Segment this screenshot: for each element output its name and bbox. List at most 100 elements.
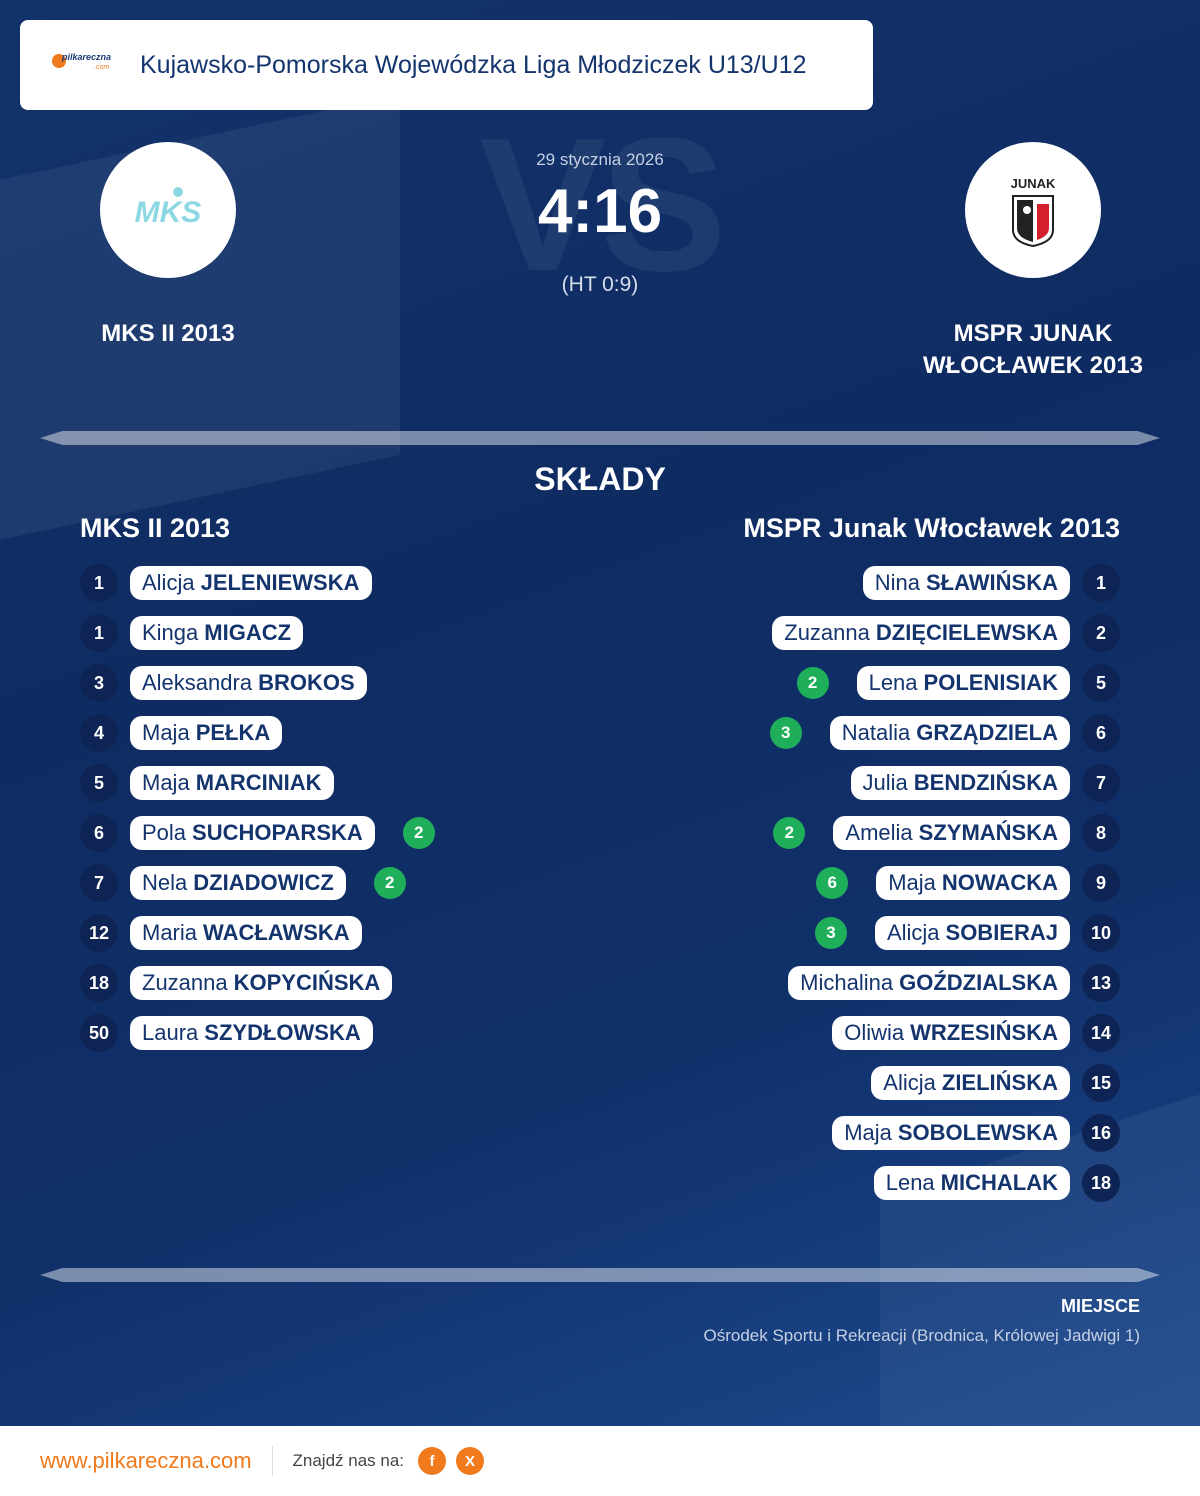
away-team-name: MSPR JUNAK WŁOCŁAWEK 2013: [922, 320, 1144, 379]
player-row: 2 Lena POLENISIAK 5: [600, 658, 1120, 708]
player-name: Maja PEŁKA: [130, 716, 283, 750]
player-row: 3 Alicja SOBIERAJ 10: [600, 908, 1120, 958]
player-last-name: WRZESIŃSKA: [910, 1020, 1058, 1045]
player-last-name: BROKOS: [258, 670, 355, 695]
player-name: Zuzanna DZIĘCIELEWSKA: [772, 616, 1070, 650]
player-row: 6 Pola SUCHOPARSKA 2: [80, 808, 600, 858]
player-first-name: Amelia: [845, 820, 913, 845]
player-row: 18 Zuzanna KOPYCIŃSKA: [80, 958, 600, 1008]
home-team-logo: MKS: [100, 142, 236, 278]
player-number: 1: [80, 564, 118, 602]
player-first-name: Maja: [142, 720, 190, 745]
player-name: Maja MARCINIAK: [130, 766, 334, 800]
player-row: Michalina GOŹDZIALSKA 13: [600, 958, 1120, 1008]
website-link[interactable]: www.pilkareczna.com: [40, 1448, 252, 1473]
player-number: 7: [80, 864, 118, 902]
player-last-name: DZIĘCIELEWSKA: [875, 620, 1058, 645]
player-name: Nela DZIADOWICZ: [130, 866, 346, 900]
divider: [40, 431, 1160, 445]
player-row: 3 Natalia GRZĄDZIELA 6: [600, 708, 1120, 758]
player-last-name: WACŁAWSKA: [203, 920, 350, 945]
player-name: Michalina GOŹDZIALSKA: [788, 966, 1070, 1000]
player-number: 1: [1082, 564, 1120, 602]
player-last-name: PEŁKA: [195, 720, 271, 745]
facebook-icon[interactable]: f: [418, 1447, 447, 1475]
player-row: 3 Aleksandra BROKOS: [80, 658, 600, 708]
player-number: 4: [80, 714, 118, 752]
player-row: Julia BENDZIŃSKA 7: [600, 758, 1120, 808]
player-first-name: Lena: [885, 1170, 935, 1195]
player-first-name: Alicja: [886, 920, 940, 945]
player-last-name: GRZĄDZIELA: [916, 720, 1058, 745]
player-name: Julia BENDZIŃSKA: [850, 766, 1070, 800]
goals-badge: 6: [816, 867, 849, 899]
match-card: VS pilkareczna .com Kujawsko-Pomorska Wo…: [0, 0, 1200, 1426]
player-name: Lena POLENISIAK: [856, 666, 1070, 700]
halftime-score: (HT 0:9): [561, 273, 639, 296]
player-number: 18: [1082, 1164, 1120, 1202]
player-first-name: Zuzanna: [142, 970, 228, 995]
player-last-name: SZYMAŃSKA: [918, 820, 1058, 845]
away-lineup-title: MSPR Junak Włocławek 2013: [743, 513, 1120, 543]
player-row: Zuzanna DZIĘCIELEWSKA 2: [600, 608, 1120, 658]
player-name: Amelia SZYMAŃSKA: [833, 816, 1070, 850]
svg-text:JUNAK: JUNAK: [1011, 176, 1056, 191]
player-number: 2: [1082, 614, 1120, 652]
site-logo[interactable]: pilkareczna .com: [50, 50, 120, 80]
ball-icon: [52, 54, 66, 68]
player-name: Nina SŁAWIŃSKA: [862, 566, 1070, 600]
player-number: 15: [1082, 1064, 1120, 1102]
player-name: Maja SOBOLEWSKA: [832, 1116, 1070, 1150]
player-first-name: Alicja: [883, 1070, 936, 1095]
player-first-name: Nela: [142, 870, 188, 895]
player-number: 5: [80, 764, 118, 802]
player-last-name: SOBOLEWSKA: [897, 1120, 1058, 1145]
player-name: Oliwia WRZESIŃSKA: [832, 1016, 1070, 1050]
player-first-name: Oliwia: [844, 1020, 905, 1045]
goals-badge: 2: [373, 867, 406, 899]
venue-value: Ośrodek Sportu i Rekreacji (Brodnica, Kr…: [703, 1326, 1140, 1345]
player-number: 10: [1082, 914, 1120, 952]
player-name: Pola SUCHOPARSKA: [130, 816, 375, 850]
goals-badge: 3: [769, 717, 802, 749]
player-number: 16: [1082, 1114, 1120, 1152]
player-first-name: Michalina: [800, 970, 894, 995]
home-lineup-title: MKS II 2013: [80, 513, 231, 543]
player-last-name: MARCINIAK: [195, 770, 322, 795]
player-name: Laura SZYDŁOWSKA: [130, 1016, 373, 1050]
svg-text:MKS: MKS: [135, 196, 202, 229]
player-name: Maja NOWACKA: [876, 866, 1070, 900]
lineups-title: SKŁADY: [534, 461, 666, 497]
logo-text: pilkareczna: [62, 52, 112, 62]
away-roster: Nina SŁAWIŃSKA 1 Zuzanna DZIĘCIELEWSKA 2 2 Lena…: [600, 558, 1120, 1208]
player-number: 18: [80, 964, 118, 1002]
player-row: 1 Kinga MIGACZ: [80, 608, 600, 658]
player-first-name: Maria: [142, 920, 198, 945]
player-first-name: Maja: [142, 770, 190, 795]
final-score: 4:16: [537, 177, 663, 246]
player-row: Nina SŁAWIŃSKA 1: [600, 558, 1120, 608]
player-first-name: Maja: [888, 870, 936, 895]
x-icon[interactable]: X: [456, 1447, 485, 1475]
player-first-name: Laura: [142, 1020, 199, 1045]
player-number: 13: [1082, 964, 1120, 1002]
league-header: pilkareczna .com Kujawsko-Pomorska Wojew…: [20, 20, 873, 110]
player-last-name: MICHALAK: [940, 1170, 1058, 1195]
player-name: Lena MICHALAK: [873, 1166, 1070, 1200]
player-first-name: Lena: [868, 670, 918, 695]
player-first-name: Natalia: [841, 720, 911, 745]
player-last-name: JELENIEWSKA: [200, 570, 360, 595]
player-last-name: ZIELIŃSKA: [941, 1070, 1058, 1095]
home-team-name: MKS II 2013: [101, 320, 235, 347]
logo-sub: .com: [94, 64, 110, 71]
player-name: Alicja SOBIERAJ: [874, 916, 1070, 950]
player-row: 7 Nela DZIADOWICZ 2: [80, 858, 600, 908]
player-number: 12: [80, 914, 118, 952]
player-last-name: MIGACZ: [204, 620, 292, 645]
player-last-name: SZYDŁOWSKA: [204, 1020, 361, 1045]
player-name: Aleksandra BROKOS: [130, 666, 367, 700]
mks-logo-icon: MKS: [135, 187, 202, 229]
player-row: 6 Maja NOWACKA 9: [600, 858, 1120, 908]
player-number: 1: [80, 614, 118, 652]
footer: www.pilkareczna.com Znajdź nas na: f X: [0, 1426, 1200, 1496]
